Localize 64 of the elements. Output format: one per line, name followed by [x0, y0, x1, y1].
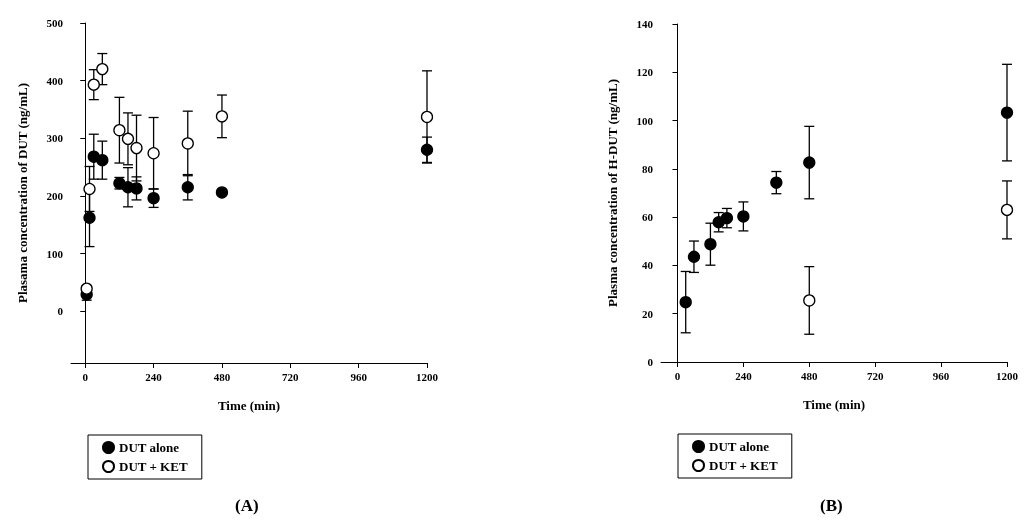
x-tick-label: 960: [932, 369, 950, 382]
point: [121, 132, 135, 145]
y-tick-label: 60: [642, 211, 654, 224]
x-tick-label: 0: [674, 369, 681, 382]
point: [130, 182, 143, 195]
x-tick-label: 240: [735, 369, 753, 382]
x-tick-label: 1200: [416, 370, 439, 383]
y-tick-label: 120: [636, 66, 654, 79]
y-tick-label: 100: [46, 247, 64, 260]
point: [770, 176, 783, 189]
y-axis-title: Plasma concentration of H-DUT (ng/mL): [605, 79, 620, 307]
x-tick-label: 720: [282, 370, 300, 383]
point: [96, 62, 109, 76]
legend-label: DUT alone: [709, 439, 770, 454]
x-axis-title: Time (min): [802, 397, 866, 412]
point: [420, 143, 434, 156]
point: [420, 110, 434, 124]
x-tick-label: 1200: [996, 369, 1019, 382]
point: [737, 210, 750, 223]
legend-label: DUT + KET: [709, 458, 778, 473]
point: [803, 294, 816, 307]
text: (A): [235, 496, 259, 515]
point: [1000, 106, 1014, 119]
y-tick-label: 100: [636, 114, 654, 127]
x-axis-title: Time (min): [217, 398, 281, 413]
legend-label: DUT + KET: [119, 459, 188, 474]
point: [87, 78, 100, 91]
y-tick-label: 200: [46, 189, 64, 202]
point: [130, 141, 143, 155]
y-tick-label: 0: [57, 305, 64, 318]
point: [83, 211, 96, 224]
x-tick-label: 0: [82, 370, 89, 383]
x-tick-label: 720: [866, 369, 884, 382]
y-tick-label: 140: [636, 18, 654, 30]
x-tick-label: 240: [145, 370, 163, 383]
y-tick-label: 20: [642, 307, 654, 320]
point: [720, 211, 734, 225]
point: [687, 250, 701, 263]
y-tick-label: 400: [46, 74, 64, 87]
y-tick-label: 500: [46, 17, 64, 29]
y-tick-label: 40: [642, 259, 654, 272]
text: (B): [820, 496, 843, 515]
y-tick-label: 0: [647, 356, 654, 368]
y-axis-title: Plasama concentration of DUT (ng/mL): [15, 82, 30, 304]
point: [147, 192, 160, 205]
point: [147, 147, 160, 160]
point: [803, 156, 816, 169]
point: [113, 124, 126, 137]
x-tick-label: 480: [801, 369, 819, 382]
x-tick-label: 960: [350, 370, 368, 383]
point: [704, 238, 717, 251]
point: [83, 182, 96, 196]
point: [181, 181, 194, 194]
y-tick-label: 300: [46, 132, 64, 145]
point: [96, 154, 109, 167]
point: [679, 295, 692, 309]
point: [215, 186, 229, 199]
y-tick-label: 80: [642, 162, 654, 175]
point: [80, 282, 93, 295]
point: [1000, 203, 1014, 217]
x-tick-label: 480: [213, 370, 231, 383]
point: [181, 137, 194, 150]
legend-label: DUT alone: [119, 440, 180, 455]
point: [215, 110, 229, 123]
